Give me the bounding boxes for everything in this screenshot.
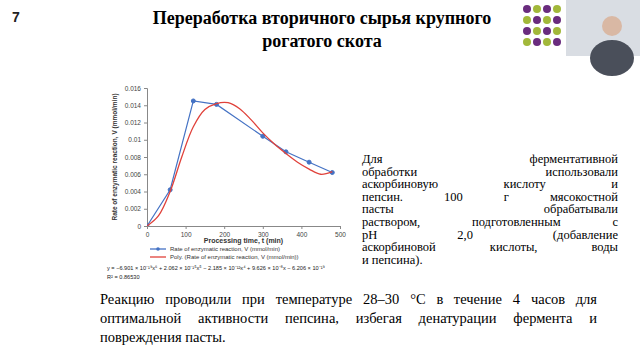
tick-mark [340, 226, 341, 229]
x-axis-title: Processing time, t (min) [204, 237, 283, 245]
decor-dot [533, 27, 541, 35]
tick-label: 0.006 [125, 171, 142, 178]
plot-area [147, 99, 334, 226]
tick-label: 0.014 [125, 102, 142, 109]
y-axis-title: Rate of enzymatic reaction, V (mmol/min) [111, 93, 119, 220]
legend-swatch [150, 256, 166, 257]
paragraph-line: ипепсина). [362, 253, 423, 267]
tick-label: 0.004 [125, 188, 142, 195]
decor-dot [543, 38, 551, 46]
tick: 0.016 [125, 85, 147, 92]
chart: 0 100 200 300 400 500 0 0.002 0.004 0.006 0.008 0.0… [107, 85, 346, 280]
decor-dot [523, 5, 531, 13]
tick: 300 [258, 226, 269, 238]
series-line [147, 102, 332, 226]
tick: 0.002 [125, 205, 147, 212]
tick: 100 [181, 226, 192, 238]
tick-label: 0.008 [125, 154, 142, 161]
decor-dot [543, 16, 551, 24]
tick-mark [301, 226, 302, 229]
slide: 7 Переработка вторичного сырья крупного ро… [0, 0, 640, 360]
tick: 200 [219, 226, 230, 238]
tick: 0 [146, 226, 150, 238]
webcam-head [602, 16, 622, 36]
data-point [191, 99, 195, 103]
tick-label: 0 [137, 223, 141, 230]
decor-dot [553, 38, 561, 46]
paragraph-line: поврежденияпасты. [100, 329, 226, 345]
decor-dot [553, 16, 561, 24]
tick: 0 [137, 223, 147, 230]
tick-mark [144, 88, 147, 89]
tick-mark [144, 226, 147, 227]
tick-mark [186, 226, 187, 229]
tick-mark [144, 105, 147, 106]
legend-label: Poly. (Rate of enzymatic reaction, V (mm… [170, 254, 299, 260]
tick: 0.008 [125, 154, 147, 161]
tick-mark [144, 157, 147, 158]
background [0, 0, 640, 360]
decor-dot [533, 16, 541, 24]
tick-label: 400 [296, 231, 307, 238]
tick-label: 0 [146, 231, 150, 238]
decor-dot [523, 27, 531, 35]
tick-label: 0.01 [128, 136, 141, 143]
decor-dot [533, 38, 541, 46]
tick-mark [144, 209, 147, 210]
slide-number: 7 [12, 9, 20, 25]
legend-marker [156, 247, 160, 251]
paragraph-line: Реакциюпроводилипритемпературе28–30°Свте… [100, 291, 597, 307]
tick-mark [144, 174, 147, 175]
x-axis: 0 100 200 300 400 500 [146, 226, 347, 238]
tick-mark [144, 123, 147, 124]
tick: 400 [296, 226, 307, 238]
tick-mark [144, 192, 147, 193]
decoration [523, 5, 561, 46]
data-point [307, 160, 311, 164]
legend: Rate of enzymatic reaction, V (mmol/min)… [150, 246, 299, 260]
tick: 0.012 [125, 119, 147, 126]
tick: 0.014 [125, 102, 147, 109]
tick-mark [224, 226, 225, 229]
legend-label: Rate of enzymatic reaction, V (mmol/min) [170, 246, 280, 252]
tick-label: 500 [335, 231, 346, 238]
tick: 0.01 [128, 136, 147, 143]
y-axis: 0 0.002 0.004 0.006 0.008 0.01 0.012 0.014 0.016 [125, 85, 148, 230]
tick: 0.004 [125, 188, 147, 195]
tick-label: 0.002 [125, 205, 142, 212]
axis-line [144, 89, 148, 227]
series-line [147, 101, 332, 226]
webcam-body [590, 40, 634, 76]
tick-mark [144, 140, 147, 141]
webcam [566, 0, 640, 76]
decor-dot [533, 5, 541, 13]
axis-line [148, 227, 341, 230]
tick-label: 0.016 [125, 85, 142, 92]
tick-label: 0.012 [125, 119, 142, 126]
title: рогатого скота [262, 31, 382, 51]
annotation: R² = 0.86530 [107, 274, 140, 280]
tick: 0.006 [125, 171, 147, 178]
tick-label: 100 [181, 231, 192, 238]
paragraph-line: оптимальнойактивностипепсина,избегаядена… [100, 310, 597, 326]
decor-dot [553, 27, 561, 35]
decor-dot [523, 38, 531, 46]
tick: 500 [335, 226, 346, 238]
annotation: y = −6.901 × 10⁻¹⁹x⁶ + 2.062 × 10⁻¹⁵x⁵ −… [107, 265, 326, 271]
decor-dot [543, 27, 551, 35]
decor-dot [553, 5, 561, 13]
decor-dot [543, 5, 551, 13]
tick-mark [263, 226, 264, 229]
decor-dot [523, 16, 531, 24]
title: Переработка вторичного сырья крупного [153, 8, 491, 28]
